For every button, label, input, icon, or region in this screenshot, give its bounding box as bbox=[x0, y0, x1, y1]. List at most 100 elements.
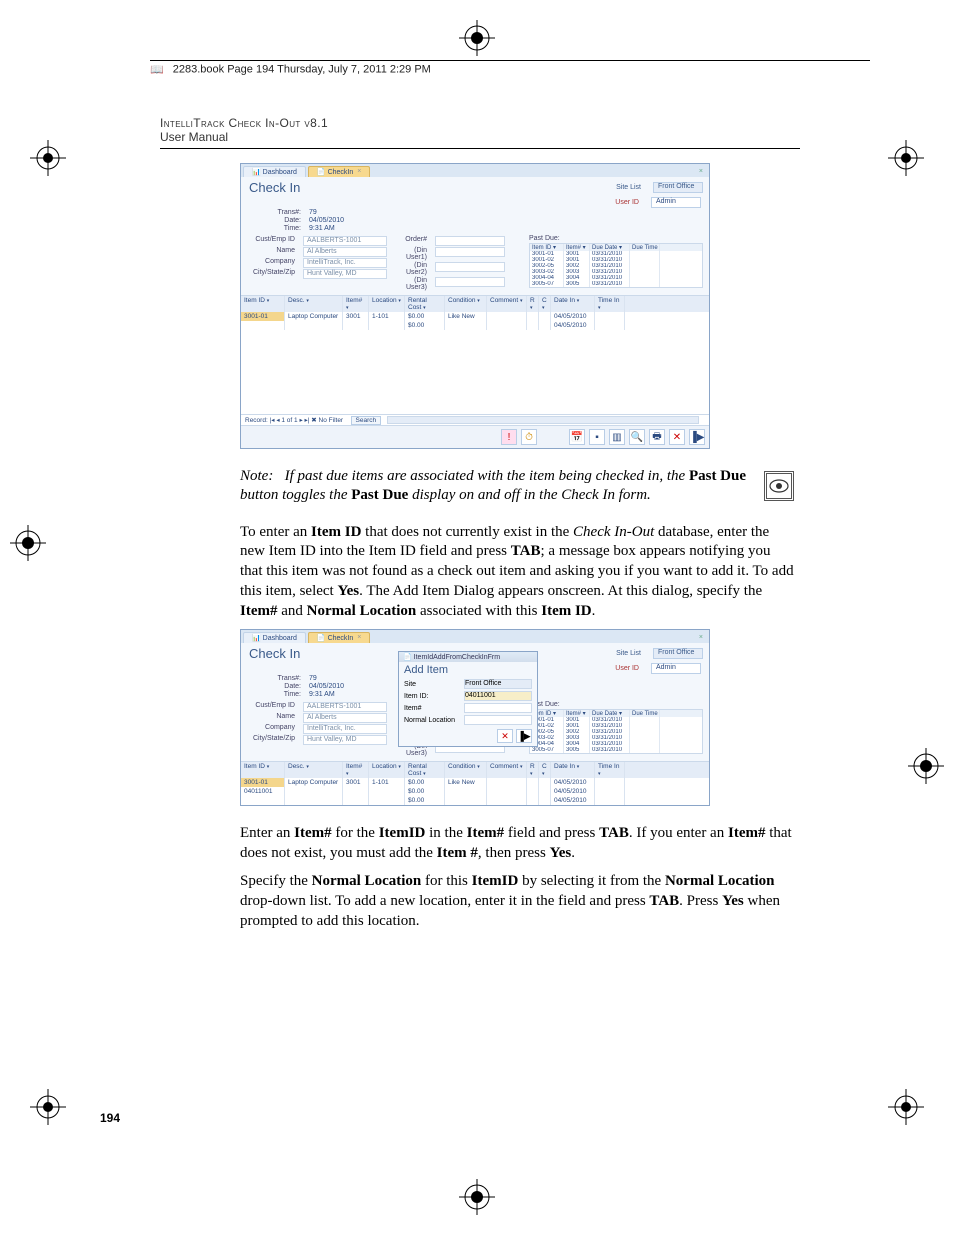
dlg-loc-label: Normal Location bbox=[404, 717, 464, 724]
t: that does not currently exist in the bbox=[361, 524, 573, 540]
b: Yes bbox=[722, 893, 744, 909]
user-select[interactable]: Admin bbox=[651, 197, 701, 208]
company-input[interactable]: IntelliTrack, Inc. bbox=[303, 724, 387, 734]
dlg-loc-input[interactable] bbox=[464, 715, 532, 725]
time-label: Time: bbox=[249, 225, 309, 232]
calendar-icon[interactable]: 📅 bbox=[569, 429, 585, 445]
items-grid[interactable]: Item ID ▾Desc. ▾Item# ▾Location ▾Rental … bbox=[241, 295, 709, 425]
name-input[interactable]: Al Alberts bbox=[303, 247, 387, 257]
stop-icon[interactable]: ▪ bbox=[589, 429, 605, 445]
dlg-cancel-button[interactable]: ✕ bbox=[497, 729, 513, 743]
b: Normal Location bbox=[665, 873, 775, 889]
close-icon[interactable]: × bbox=[699, 634, 703, 643]
b: Yes bbox=[337, 583, 359, 599]
barcode-icon[interactable]: ▥ bbox=[609, 429, 625, 445]
items-grid[interactable]: Item ID ▾Desc. ▾Item# ▾Location ▾Rental … bbox=[241, 761, 709, 805]
page: 📖 2283.book Page 194 Thursday, July 7, 2… bbox=[0, 0, 954, 1235]
pastdue-table: Item ID ▾Item# ▾Due Date ▾Due Time ▾ 300… bbox=[529, 709, 703, 754]
pastdue-label: Past Due: bbox=[529, 235, 703, 242]
b: ItemID bbox=[379, 825, 426, 841]
tab-checkin[interactable]: 📄 CheckIn× bbox=[308, 632, 370, 643]
note-t: display on and off in the Check In form. bbox=[408, 487, 650, 503]
book-icon: 📖 bbox=[150, 64, 164, 76]
date-label: Date: bbox=[249, 683, 309, 690]
t: by selecting it from the bbox=[518, 873, 665, 889]
search-button[interactable]: Search bbox=[351, 416, 382, 425]
tab-dashboard[interactable]: 📊 Dashboard bbox=[243, 166, 306, 177]
dialog-titlebar: 📄 ItemIdAddFromCheckInFrm bbox=[399, 652, 537, 662]
cust-label: Cust/Emp ID bbox=[247, 236, 303, 246]
close-icon[interactable]: × bbox=[357, 634, 361, 641]
din2-label: (Din User2) bbox=[393, 262, 435, 276]
exit-icon[interactable]: ▐▶ bbox=[689, 429, 705, 445]
t: drop-down list. To add a new location, e… bbox=[240, 893, 649, 909]
note-text: Note: If past due items are associated w… bbox=[240, 467, 750, 505]
reg-mark-icon bbox=[459, 20, 495, 56]
content: 📊 Dashboard 📄 CheckIn× × Check In Site L… bbox=[240, 163, 794, 931]
city-input[interactable]: Hunt Valley, MD bbox=[303, 269, 387, 279]
dlg-itemno-label: Item# bbox=[404, 705, 464, 712]
order-label: Order# bbox=[393, 236, 435, 246]
city-label: City/State/Zip bbox=[247, 735, 303, 745]
site-list-label: Site List bbox=[616, 184, 641, 191]
b: TAB bbox=[511, 543, 541, 559]
tab-dashboard[interactable]: 📊 Dashboard bbox=[243, 632, 306, 643]
t: Specify the bbox=[240, 873, 312, 889]
trans-label: Trans#: bbox=[249, 209, 309, 216]
date-value: 04/05/2010 bbox=[309, 683, 379, 690]
tab-checkin[interactable]: 📄 CheckIn× bbox=[308, 166, 370, 177]
pastdue-button[interactable]: ⏱ bbox=[521, 429, 537, 445]
alert-icon[interactable]: ! bbox=[501, 429, 517, 445]
b: Item# bbox=[728, 825, 766, 841]
user-select[interactable]: Admin bbox=[651, 663, 701, 674]
cust-label: Cust/Emp ID bbox=[247, 702, 303, 712]
b: Item ID bbox=[311, 524, 361, 540]
pastdue-label: Past Due: bbox=[529, 701, 703, 708]
b: TAB bbox=[599, 825, 629, 841]
time-value: 9:31 AM bbox=[309, 691, 379, 698]
close-icon[interactable]: × bbox=[357, 168, 361, 175]
dlg-ok-button[interactable]: ▐▶ bbox=[516, 729, 532, 743]
dlg-site-value[interactable]: Front Office bbox=[464, 679, 532, 689]
t: , then press bbox=[478, 845, 550, 861]
din2-input[interactable] bbox=[435, 262, 505, 272]
hscroll[interactable] bbox=[387, 416, 699, 424]
preview-icon[interactable]: 🔍 bbox=[629, 429, 645, 445]
date-label: Date: bbox=[249, 217, 309, 224]
print-icon[interactable]: 🖶 bbox=[649, 429, 665, 445]
t: To enter an bbox=[240, 524, 311, 540]
t: in the bbox=[425, 825, 466, 841]
b: ItemID bbox=[472, 873, 519, 889]
trans-value: 79 bbox=[309, 675, 379, 682]
dlg-itemid-value[interactable]: 04011001 bbox=[464, 691, 532, 701]
t: and bbox=[278, 603, 307, 619]
city-input[interactable]: Hunt Valley, MD bbox=[303, 735, 387, 745]
din3-input[interactable] bbox=[435, 277, 505, 287]
site-list-select[interactable]: Front Office bbox=[653, 182, 703, 193]
delete-icon[interactable]: ✕ bbox=[669, 429, 685, 445]
company-input[interactable]: IntelliTrack, Inc. bbox=[303, 258, 387, 268]
eye-icon bbox=[764, 471, 794, 501]
site-list-label: Site List bbox=[616, 650, 641, 657]
time-value: 9:31 AM bbox=[309, 225, 379, 232]
record-nav[interactable]: Record: |◂ ◂ 1 of 1 ▸ ▸| ✖ No Filter Sea… bbox=[245, 416, 381, 424]
running-head-1: IntelliTrack Check In-Out v8.1 bbox=[160, 116, 894, 130]
dlg-itemno-input[interactable] bbox=[464, 703, 532, 713]
b: Item# bbox=[467, 825, 505, 841]
dlg-itemid-label: Item ID: bbox=[404, 693, 464, 700]
order-input[interactable] bbox=[435, 236, 505, 246]
cust-input[interactable]: AALBERTS-1001 bbox=[303, 236, 387, 246]
name-input[interactable]: Al Alberts bbox=[303, 713, 387, 723]
cust-input[interactable]: AALBERTS-1001 bbox=[303, 702, 387, 712]
form-title: Check In bbox=[249, 646, 300, 661]
divider bbox=[160, 148, 800, 149]
b: Item ID bbox=[541, 603, 591, 619]
din1-input[interactable] bbox=[435, 247, 505, 257]
header-stamp: 📖 2283.book Page 194 Thursday, July 7, 2… bbox=[150, 60, 870, 76]
close-icon[interactable]: × bbox=[699, 168, 703, 177]
reg-mark-icon bbox=[908, 748, 944, 784]
t: . bbox=[592, 603, 596, 619]
site-list-select[interactable]: Front Office bbox=[653, 648, 703, 659]
reg-mark-icon bbox=[459, 1179, 495, 1215]
b: Yes bbox=[550, 845, 572, 861]
